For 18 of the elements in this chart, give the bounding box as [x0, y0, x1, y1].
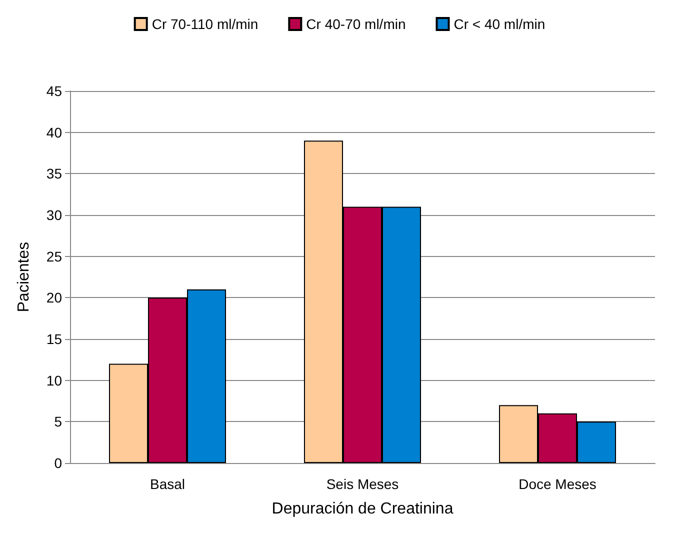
- x-axis-title: Depuración de Creatinina: [272, 500, 454, 518]
- legend-label: Cr < 40 ml/min: [454, 16, 546, 32]
- y-axis-title: Pacientes: [16, 242, 32, 312]
- y-tick-label: 20: [46, 290, 62, 306]
- y-tick-label: 15: [46, 331, 62, 347]
- legend-label: Cr 70-110 ml/min: [152, 16, 258, 32]
- x-tick-label: Doce Meses: [518, 476, 596, 492]
- x-tick-label: Basal: [150, 476, 186, 492]
- y-tick-label: 45: [46, 83, 62, 99]
- legend-label: Cr 40-70 ml/min: [306, 16, 406, 32]
- y-tick-label: 10: [46, 372, 62, 388]
- x-tick-label: Seis Meses: [326, 476, 399, 492]
- y-tick-label: 40: [46, 124, 62, 140]
- y-tick-label: 25: [46, 248, 62, 264]
- y-tick-label: 35: [46, 166, 62, 182]
- y-tick-label: 5: [54, 414, 62, 430]
- y-tick-label: 0: [54, 455, 62, 471]
- y-tick-label: 30: [46, 207, 62, 223]
